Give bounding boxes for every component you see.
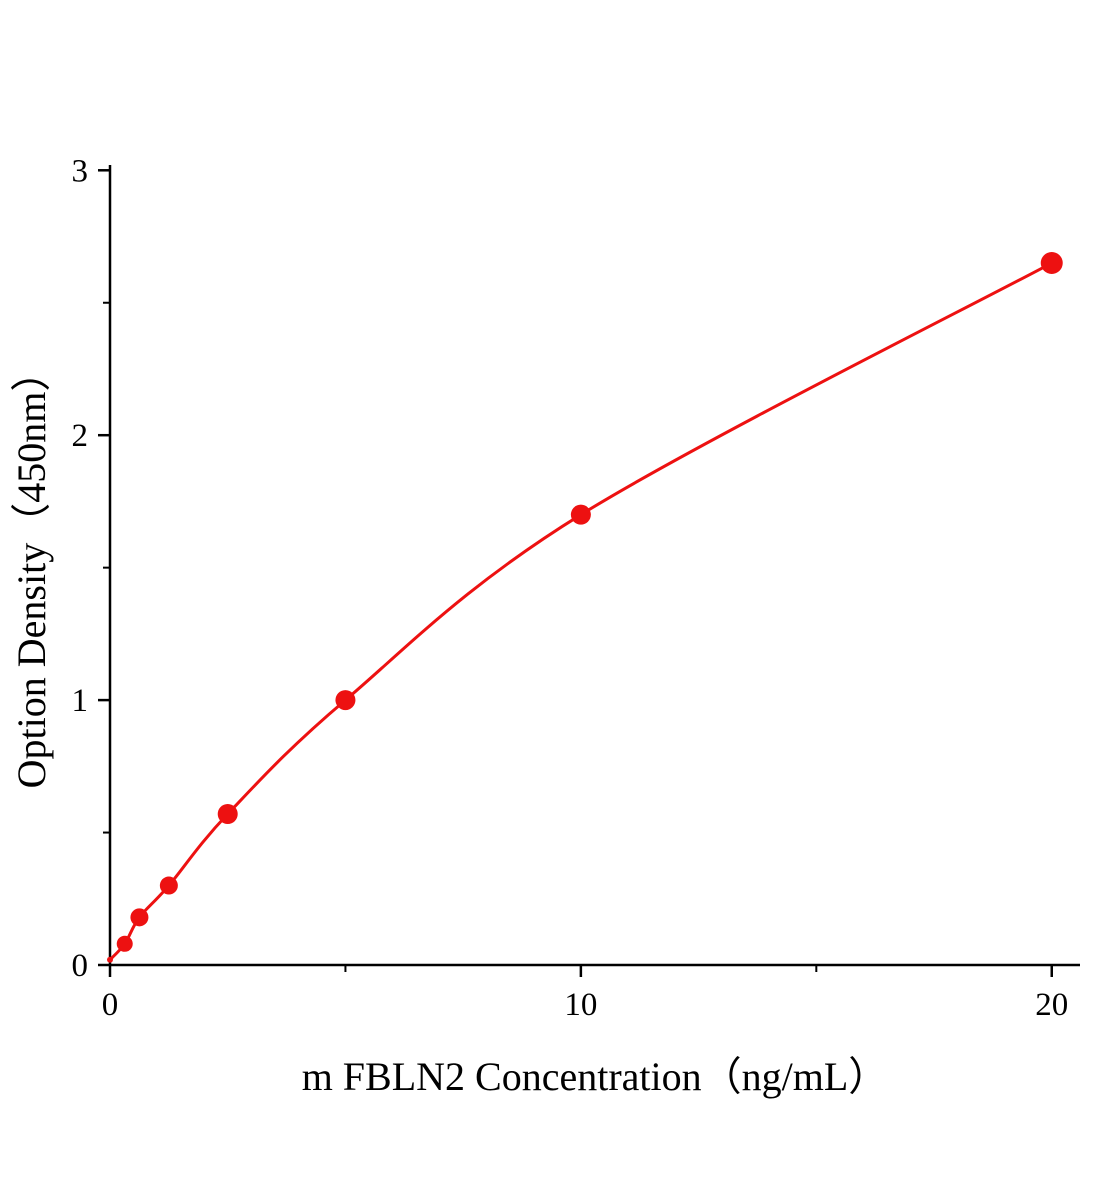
y-axis-title: Option Density（450nm）	[9, 352, 54, 789]
x-axis-title: m FBLN2 Concentration（ng/mL）	[302, 1054, 889, 1099]
data-point-marker	[159, 876, 178, 895]
data-point-marker	[116, 935, 133, 952]
plot-area: 0 10 20 0 1 2 3	[72, 153, 1080, 1023]
standard-curve-line	[108, 261, 1054, 962]
data-point-marker	[570, 504, 591, 525]
data-point-marker	[107, 956, 113, 963]
y-tick-label: 1	[72, 683, 89, 719]
data-point-marker	[130, 908, 149, 927]
data-point-marker	[335, 690, 356, 711]
y-tick-label: 2	[72, 418, 89, 454]
y-tick-label: 3	[72, 153, 89, 189]
x-tick-label: 20	[1035, 987, 1068, 1023]
data-point-marker	[1040, 252, 1063, 275]
x-tick-label: 10	[564, 987, 597, 1023]
y-tick-label: 0	[72, 948, 89, 984]
x-tick-label: 0	[102, 987, 119, 1023]
data-point-marker	[217, 804, 238, 825]
